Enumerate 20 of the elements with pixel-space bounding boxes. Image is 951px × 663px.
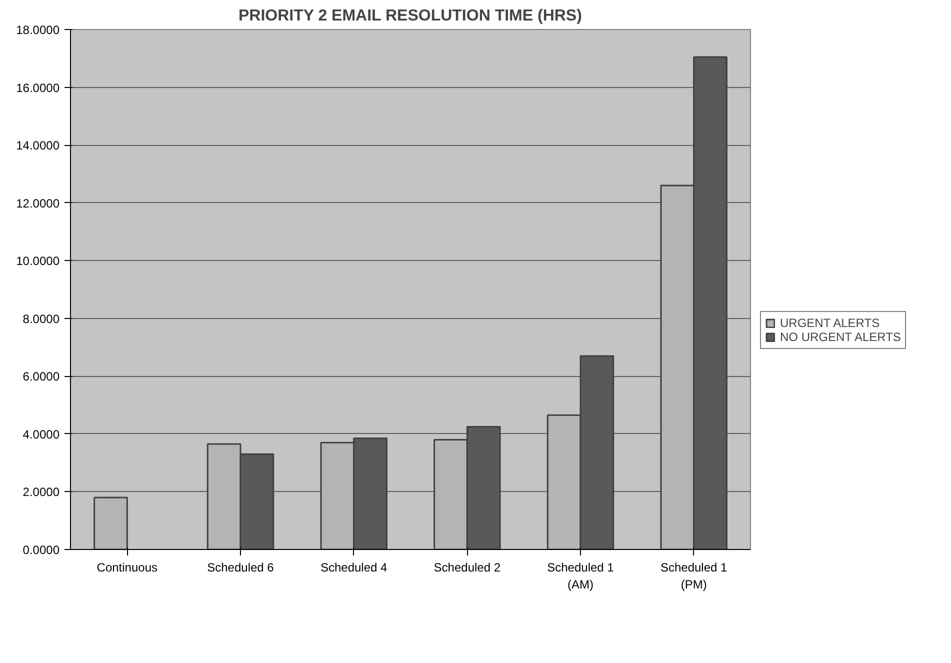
y-tick-label: 0.0000 [22,543,60,557]
y-tick-label: 6.0000 [22,370,60,384]
y-tick-label: 16.0000 [16,80,60,95]
chart-title: PRIORITY 2 EMAIL RESOLUTION TIME (HRS) [238,8,582,24]
x-tick-label: Scheduled 1 (PM) [660,560,728,592]
y-tick-label: 12.0000 [16,196,60,210]
x-tick-label: Scheduled 2 [434,560,501,574]
legend-label: URGENT ALERTS [780,316,880,330]
bar [94,496,128,550]
y-tick-label: 8.0000 [22,312,60,326]
y-tick-label: 10.0000 [16,254,60,268]
y-tick-label: 18.0000 [16,23,60,37]
x-tick-label: Scheduled 1 (AM) [547,560,614,592]
x-tick-label: Scheduled 4 [320,560,388,574]
x-tick-label: Continuous [96,560,158,574]
legend-label: NO URGENT ALERTS [780,330,901,344]
x-tick-label: Scheduled 6 [207,560,274,574]
y-tick-label: 4.0000 [22,427,60,442]
y-tick-label: 2.0000 [22,485,60,500]
y-tick-label: 14.0000 [16,138,60,153]
